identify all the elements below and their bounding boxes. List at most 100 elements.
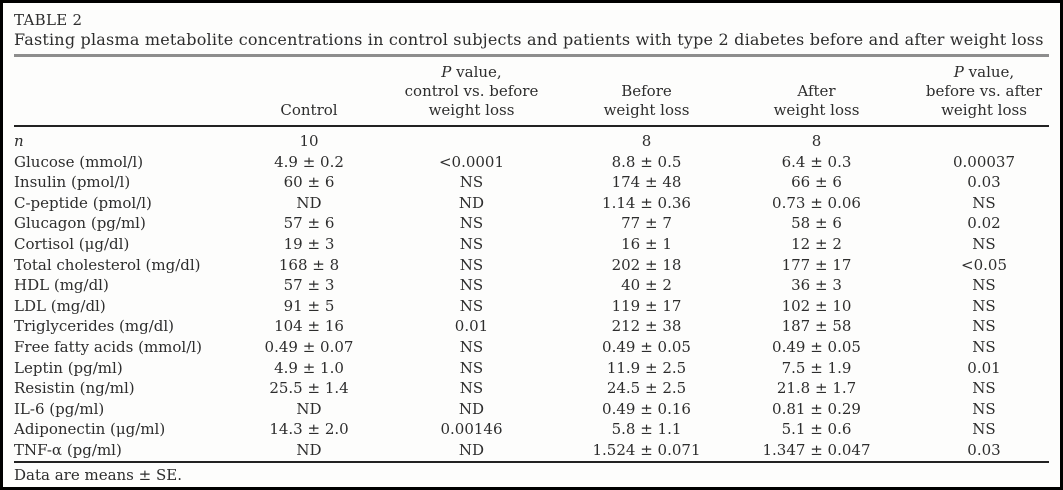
metabolite-table: Control P value, control vs. before weight …	[14, 57, 1049, 463]
column-header-line: control vs. before	[404, 82, 539, 100]
cell-value: 57 ± 3	[283, 276, 335, 295]
cell-value: NS	[459, 358, 484, 377]
column-header: Control	[254, 57, 364, 127]
row-label: LDL (mg/dl)	[14, 296, 106, 315]
cell-value: 0.73 ± 0.06	[772, 193, 861, 212]
row-label: HDL (mg/dl)	[14, 276, 109, 295]
cell-value: 0.01	[454, 317, 489, 336]
cell-value: 10	[299, 132, 319, 150]
row-label: Leptin (pg/ml)	[14, 358, 123, 377]
cell-value: 4.9 ± 0.2	[274, 152, 344, 171]
table-row: LDL (mg/dl) 91 ± 5 NS 119 ± 17 102 ± 10 NS	[14, 296, 1049, 317]
cell-value	[364, 126, 579, 152]
cell-value: 0.49 ± 0.05	[602, 337, 691, 356]
row-label: C-peptide (pmol/l)	[14, 193, 152, 212]
cell-value: NS	[459, 379, 484, 398]
cell-value: ND	[458, 193, 485, 212]
cell-value: NS	[459, 173, 484, 192]
cell-value: ND	[458, 440, 485, 459]
row-label: Glucagon (pg/ml)	[14, 214, 146, 233]
cell-value: NS	[459, 337, 484, 356]
cell-value: 6.4 ± 0.3	[781, 152, 852, 171]
cell-value: 5.8 ± 1.1	[611, 420, 682, 439]
column-header: P value, control vs. before weight loss	[364, 57, 579, 127]
table-header: Control P value, control vs. before weight …	[14, 57, 1049, 127]
cell-value: 11.9 ± 2.5	[606, 358, 687, 377]
cell-value: 5.1 ± 0.6	[781, 420, 852, 439]
cell-value: 58 ± 6	[791, 214, 842, 233]
column-header-line: P value,	[441, 63, 502, 81]
row-label: Adiponectin (μg/ml)	[14, 420, 166, 439]
cell-value: 40 ± 2	[621, 276, 672, 295]
cell-value: ND	[296, 193, 322, 212]
row-label-column-header	[14, 57, 254, 127]
cell-value: 19 ± 3	[283, 234, 335, 253]
cell-value: 4.9 ± 1.0	[274, 358, 344, 377]
cell-value: 177 ± 17	[781, 255, 852, 274]
column-header-line: before vs. after	[925, 82, 1043, 100]
cell-value: 1.14 ± 0.36	[602, 193, 691, 212]
cell-value: 8.8 ± 0.5	[611, 152, 682, 171]
cell-value: 0.03	[967, 440, 1001, 459]
italic-p: P	[953, 63, 964, 81]
cell-value: 102 ± 10	[781, 296, 852, 315]
column-header: Before weight loss	[579, 57, 714, 127]
row-label: n	[14, 132, 24, 150]
cell-value: NS	[459, 276, 484, 295]
cell-value: NS	[459, 255, 484, 274]
table-header-row: Control P value, control vs. before weight …	[14, 57, 1049, 127]
cell-value: 104 ± 16	[274, 317, 344, 336]
cell-value: NS	[972, 193, 996, 212]
row-label: Total cholesterol (mg/dl)	[14, 255, 201, 274]
cell-value	[919, 126, 1049, 152]
italic-p: P	[441, 63, 452, 81]
cell-value: 66 ± 6	[791, 173, 842, 192]
row-label: Free fatty acids (mmol/l)	[14, 337, 202, 356]
table-row: Leptin (pg/ml) 4.9 ± 1.0 NS 11.9 ± 2.5 7.5 ±…	[14, 358, 1049, 379]
table-row: Total cholesterol (mg/dl) 168 ± 8 NS 202 ± …	[14, 255, 1049, 276]
cell-value: NS	[972, 296, 996, 315]
column-header-line: After	[797, 82, 836, 100]
table-row: Cortisol (μg/dl) 19 ± 3 NS 16 ± 1 12 ± 2 NS	[14, 234, 1049, 255]
cell-value: 8	[811, 132, 822, 150]
table-footnote: Data are means ± SE.	[14, 465, 182, 484]
column-header-line: P value,	[953, 63, 1015, 81]
cell-value: NS	[972, 276, 996, 295]
cell-value: 77 ± 7	[621, 214, 672, 233]
cell-value: 7.5 ± 1.9	[781, 358, 852, 377]
table-row: Free fatty acids (mmol/l) 0.49 ± 0.07 NS 0.…	[14, 337, 1049, 358]
caption-rule	[14, 54, 1049, 57]
cell-value: 0.00146	[440, 420, 503, 439]
cell-value: 0.00037	[952, 152, 1016, 171]
row-label: Cortisol (μg/dl)	[14, 234, 130, 253]
cell-value: 14.3 ± 2.0	[269, 420, 349, 439]
cell-value: NS	[459, 214, 484, 233]
column-header: After weight loss	[714, 57, 919, 127]
cell-value: 1.347 ± 0.047	[762, 440, 871, 459]
cell-value: 174 ± 48	[611, 173, 682, 192]
cell-value: 0.81 ± 0.29	[772, 399, 861, 418]
table-row: Insulin (pmol/l) 60 ± 6 NS 174 ± 48 66 ± 6 0.…	[14, 172, 1049, 193]
cell-value: NS	[972, 399, 996, 418]
cell-value: NS	[459, 234, 484, 253]
table-row: Glucose (mmol/l) 4.9 ± 0.2 <0.0001 8.8 ± 0.…	[14, 152, 1049, 173]
cell-value: 119 ± 17	[611, 296, 682, 315]
table-row: Glucagon (pg/ml) 57 ± 6 NS 77 ± 7 58 ± 6 0.02	[14, 213, 1049, 234]
cell-value: <0.05	[961, 255, 1007, 274]
cell-value: 0.49 ± 0.05	[772, 337, 861, 356]
table-row: TNF-α (pg/ml) ND ND 1.524 ± 0.071 1.347 ± 0.…	[14, 440, 1049, 462]
row-label: Glucose (mmol/l)	[14, 152, 144, 171]
column-header: P value, before vs. after weight loss	[919, 57, 1049, 127]
row-label: TNF-α (pg/ml)	[14, 440, 122, 459]
table-row: IL-6 (pg/ml) ND ND 0.49 ± 0.16 0.81 ± 0.29 NS	[14, 399, 1049, 420]
cell-value: 0.02	[967, 214, 1001, 233]
cell-value: ND	[458, 399, 485, 418]
cell-value: 1.524 ± 0.071	[592, 440, 701, 459]
cell-value: 36 ± 3	[791, 276, 842, 295]
row-label: IL-6 (pg/ml)	[14, 399, 105, 418]
row-label: Triglycerides (mg/dl)	[14, 317, 175, 336]
cell-value: NS	[972, 317, 996, 336]
cell-value: 187 ± 58	[781, 317, 852, 336]
column-header-line: Control	[280, 101, 338, 119]
